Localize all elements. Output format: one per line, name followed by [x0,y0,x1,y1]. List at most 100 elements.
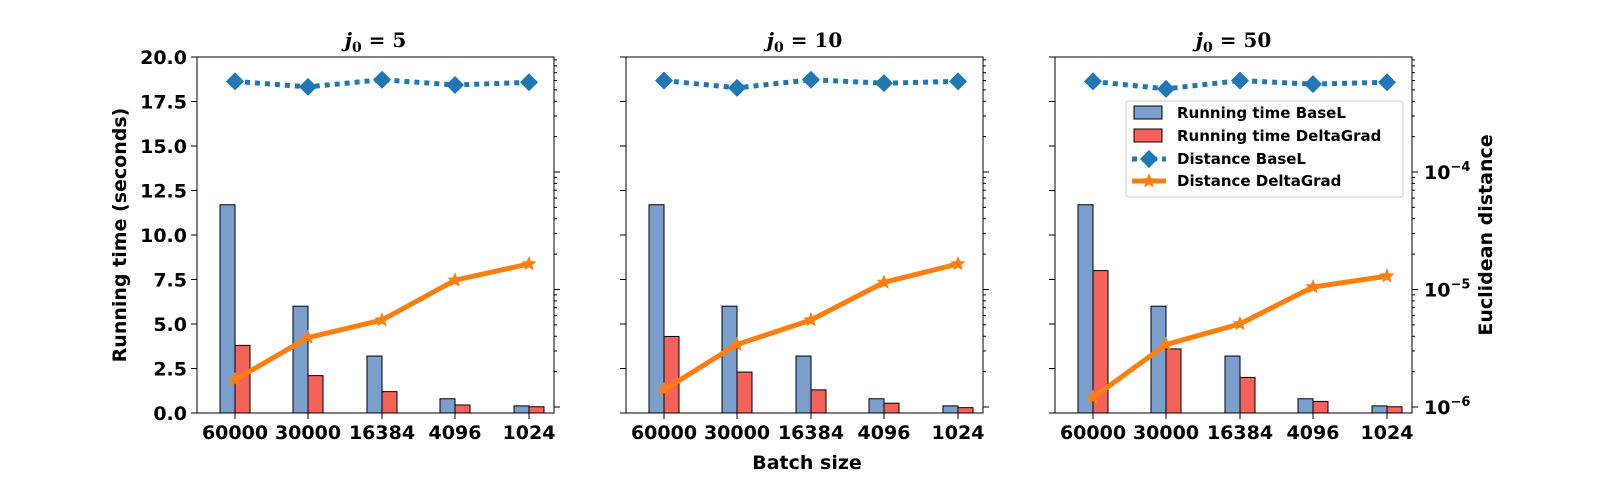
marker-distance-deltagrad [227,371,243,387]
left-y-tick-label: 10.0 [140,225,187,247]
x-tick-label: 30000 [704,422,770,444]
legend-entry-label: Running time DeltaGrad [1177,127,1381,145]
left-y-tick-label: 0.0 [153,403,187,425]
left-y-tick-label: 17.5 [140,92,187,114]
left-y-tick-label: 7.5 [153,270,187,292]
bar-running-time-basel [292,305,309,414]
x-tick-label: 4096 [1287,422,1340,444]
right-y-tick-label: 10−5 [1424,278,1470,302]
x-tick-label: 60000 [631,422,697,444]
bar-running-time-basel [439,398,456,414]
marker-distance-basel [655,71,673,90]
right-y-tick-label: 10−4 [1424,160,1470,184]
legend-box [1125,100,1404,198]
marker-distance-basel [949,72,967,91]
marker-distance-deltagrad [1158,336,1174,351]
bar-running-time-basel [513,405,530,414]
marker-distance-deltagrad [1305,279,1321,294]
marker-distance-basel [520,73,538,92]
marker-distance-basel [1157,79,1175,98]
marker-distance-basel [1231,71,1249,90]
x-tick-label: 1024 [932,422,985,444]
bar-running-time-basel [868,398,885,414]
marker-distance-basel [299,77,317,96]
x-tick-label: 60000 [202,422,268,444]
panel-2: 60000 30000 16384 4096 1024 j0 = 10 [620,28,989,444]
legend-entry-label: Distance BaseL [1177,150,1306,168]
bar-running-time-deltagrad [1165,348,1182,414]
x-tick-label: 1024 [503,422,556,444]
panel-1: 0.0 2.5 5.0 7.5 10.0 12.5 15.0 17.5 20.0 60000 300… [140,28,560,444]
x-tick-label: 60000 [1060,422,1126,444]
bar-running-time-deltagrad [528,406,545,414]
marker-distance-basel [875,74,893,93]
legend: Running time BaseL Running time DeltaGrad… [1125,100,1404,198]
bar-running-time-basel [721,305,738,414]
x-tick-label: 1024 [1361,422,1414,444]
panels-layer: 0.0 2.5 5.0 7.5 10.0 12.5 15.0 17.5 20.0 60000 300… [140,28,1470,444]
legend-swatch-basel-marker [1140,150,1158,168]
bar-running-time-deltagrad [1312,400,1329,414]
marker-distance-deltagrad [1085,389,1101,405]
marker-distance-deltagrad [950,255,966,271]
marker-distance-basel [446,76,464,95]
marker-distance-deltagrad [374,312,390,327]
legend-entry-label: Distance DeltaGrad [1177,172,1341,190]
bar-running-time-deltagrad [454,404,471,414]
x-tick-label: 16384 [349,422,415,444]
marker-distance-deltagrad [300,329,316,344]
marker-distance-basel [802,70,820,89]
bar-running-time-basel [1224,355,1241,414]
legend-entry-label: Running time BaseL [1177,104,1346,122]
bar-running-time-deltagrad [1386,406,1403,414]
bar-running-time-basel [795,355,812,414]
bar-running-time-deltagrad [381,391,398,414]
panel-title: j0 = 50 [1192,28,1272,56]
x-tick-label: 4096 [429,422,482,444]
marker-distance-deltagrad [447,272,463,287]
legend-swatch-deltagrad-bar [1133,128,1163,143]
bar-running-time-basel [1297,398,1314,414]
x-tick-label: 30000 [275,422,341,444]
x-tick-label: 30000 [1133,422,1199,444]
bar-running-time-deltagrad [307,375,324,414]
right-y-tick-label: 10−6 [1424,395,1470,419]
bar-running-time-deltagrad [1092,270,1109,414]
left-y-axis-label: Running time (seconds) [109,108,131,363]
left-y-tick-label: 12.5 [140,181,187,203]
x-tick-label: 16384 [1207,422,1273,444]
bar-running-time-deltagrad [810,389,827,414]
x-tick-label: 16384 [778,422,844,444]
panel-3: 10−6 10−5 10−4 60000 30000 16384 4096 1024 j0 = … [1049,28,1470,444]
bar-running-time-basel [1077,204,1094,414]
bar-running-time-basel [366,355,383,414]
bar-running-time-basel [1371,405,1388,414]
marker-distance-deltagrad [1232,315,1248,331]
left-y-tick-label: 2.5 [153,359,187,381]
marker-distance-deltagrad [1379,268,1395,283]
marker-distance-basel [226,72,244,91]
left-y-tick-label: 20.0 [140,47,187,69]
marker-distance-basel [1304,75,1322,94]
panel-title: j0 = 5 [341,28,407,56]
marker-distance-basel [1084,72,1102,91]
bar-running-time-basel [219,204,236,414]
legend-swatch-deltagrad-marker [1141,173,1157,188]
bar-running-time-deltagrad [663,335,680,414]
bar-running-time-deltagrad [1239,376,1256,414]
bar-running-time-basel [1150,305,1167,414]
bar-running-time-basel [942,405,959,414]
marker-distance-deltagrad [521,255,537,271]
right-y-axis-label: Euclidean distance [1475,134,1497,335]
marker-distance-deltagrad [729,336,745,351]
bar-running-time-deltagrad [957,407,974,414]
marker-distance-deltagrad [876,274,892,289]
x-tick-label: 4096 [858,422,911,444]
marker-distance-deltagrad [656,381,672,397]
bar-running-time-deltagrad [883,402,900,414]
legend-swatch-basel-bar [1133,105,1163,120]
left-y-tick-label: 5.0 [153,314,187,336]
x-axis-label: Batch size [752,452,862,474]
bar-running-time-deltagrad [736,371,753,414]
